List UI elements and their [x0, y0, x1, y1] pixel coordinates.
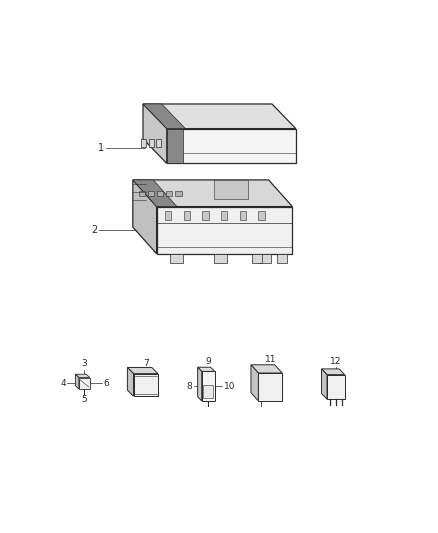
Text: 10: 10	[224, 382, 235, 391]
Polygon shape	[133, 180, 177, 207]
Polygon shape	[149, 139, 154, 147]
Polygon shape	[251, 365, 282, 373]
Polygon shape	[198, 367, 215, 372]
Polygon shape	[321, 369, 327, 399]
Text: 5: 5	[81, 395, 87, 404]
Bar	[202, 211, 208, 220]
Bar	[277, 254, 287, 263]
Bar	[203, 385, 213, 399]
Polygon shape	[167, 128, 296, 164]
Polygon shape	[133, 180, 156, 254]
Polygon shape	[75, 374, 90, 377]
Text: 7: 7	[143, 359, 148, 368]
Polygon shape	[198, 367, 202, 401]
Polygon shape	[79, 377, 90, 389]
Bar	[251, 254, 262, 263]
Bar	[214, 254, 227, 263]
Text: 3: 3	[81, 359, 87, 368]
Bar	[258, 254, 271, 263]
Polygon shape	[134, 374, 158, 396]
Text: 12: 12	[330, 357, 342, 366]
Text: 2: 2	[91, 225, 97, 235]
Bar	[170, 254, 183, 263]
Bar	[148, 191, 155, 196]
Polygon shape	[141, 139, 146, 147]
Polygon shape	[133, 180, 293, 207]
Text: 1: 1	[98, 143, 104, 153]
Polygon shape	[251, 365, 258, 401]
Bar	[157, 191, 163, 196]
Bar	[166, 191, 173, 196]
Polygon shape	[156, 139, 161, 147]
Polygon shape	[321, 369, 345, 375]
Polygon shape	[202, 372, 215, 401]
Bar	[221, 211, 227, 220]
Text: 4: 4	[60, 379, 66, 388]
Text: 11: 11	[265, 356, 276, 365]
Bar	[240, 211, 246, 220]
Bar	[184, 211, 190, 220]
Bar	[139, 191, 145, 196]
Bar	[167, 128, 183, 164]
Polygon shape	[127, 367, 134, 396]
Bar	[175, 191, 181, 196]
Bar	[258, 211, 265, 220]
Text: 8: 8	[187, 382, 193, 391]
Text: 9: 9	[205, 358, 211, 366]
Polygon shape	[75, 374, 79, 389]
Polygon shape	[127, 367, 158, 374]
Polygon shape	[143, 104, 296, 128]
Bar	[214, 180, 248, 199]
Polygon shape	[258, 373, 282, 401]
Polygon shape	[143, 104, 185, 128]
Polygon shape	[327, 375, 345, 399]
Polygon shape	[143, 104, 167, 164]
Bar	[165, 211, 171, 220]
Text: 6: 6	[103, 379, 109, 388]
Polygon shape	[156, 207, 293, 254]
